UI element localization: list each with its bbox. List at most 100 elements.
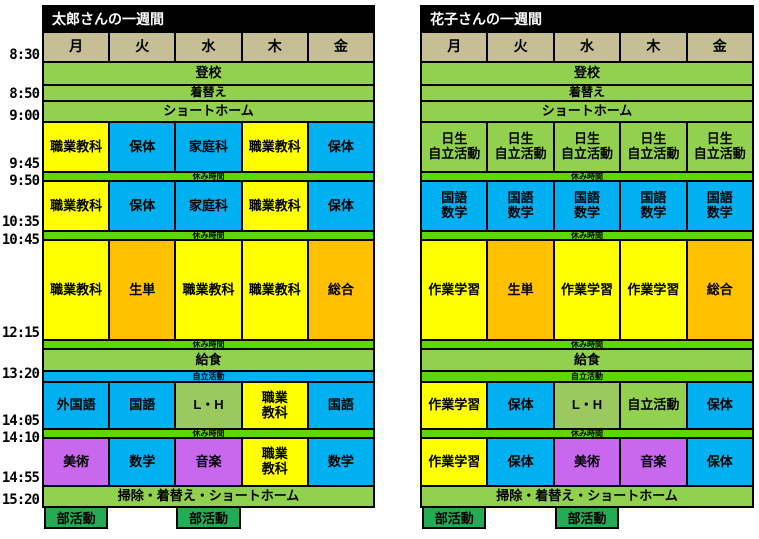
period-cell: 美術 bbox=[554, 439, 620, 485]
period-cell: 保体 bbox=[488, 439, 553, 485]
day-header-fri: 金 bbox=[687, 33, 752, 61]
club-activity-row: 部活動 部活動 bbox=[42, 508, 375, 529]
break-row: 休み時間 bbox=[44, 232, 373, 239]
day-header-mon: 月 bbox=[422, 33, 487, 61]
self-activity-row: 自立活動 bbox=[44, 372, 373, 381]
time-label: 10:35 bbox=[1, 214, 40, 230]
period-cell: 日生 自立活動 bbox=[422, 123, 487, 171]
break-row: 休み時間 bbox=[422, 232, 752, 239]
club-empty-cell bbox=[243, 508, 307, 529]
time-label: 8:50 bbox=[9, 86, 40, 102]
break-row: 休み時間 bbox=[422, 173, 752, 180]
period-5-row: 美術 数学 音楽 職業 教科 数学 bbox=[44, 439, 373, 485]
period-cell: 保体 bbox=[110, 123, 175, 171]
period-cell: 家庭科 bbox=[176, 182, 241, 230]
break-row: 休み時間 bbox=[422, 341, 752, 348]
schedule-box: 花子さんの一週間 月 火 水 木 金 登校 着替え ショートホーム 日生 自立活… bbox=[420, 5, 754, 508]
period-cell: 国語 bbox=[110, 383, 175, 428]
lunch-row: 給食 bbox=[44, 350, 373, 370]
period-cell: 職業教科 bbox=[242, 123, 307, 171]
day-header-thu: 木 bbox=[242, 33, 307, 61]
period-cell: 保体 bbox=[687, 439, 752, 485]
period-cell: 保体 bbox=[488, 383, 553, 428]
period-cell: 職業教科 bbox=[242, 182, 307, 230]
period-cell: 日生 自立活動 bbox=[687, 123, 752, 171]
period-cell: 家庭科 bbox=[176, 123, 241, 171]
cleanup-row: 掃除・着替え・ショートホーム bbox=[422, 487, 752, 506]
self-activity-row: 自立活動 bbox=[422, 372, 752, 381]
changing-row: 着替え bbox=[422, 86, 752, 100]
day-header-tue: 火 bbox=[110, 33, 175, 61]
period-cell: 職業 教科 bbox=[242, 383, 307, 428]
period-cell: 保体 bbox=[687, 383, 752, 428]
short-home-row: ショートホーム bbox=[422, 102, 752, 121]
period-5-row: 作業学習 保体 美術 音楽 保体 bbox=[422, 439, 752, 485]
period-cell: 作業学習 bbox=[621, 241, 686, 339]
club-empty-cell bbox=[488, 508, 552, 529]
time-label: 13:20 bbox=[1, 366, 40, 382]
period-cell: 国語 数学 bbox=[422, 182, 487, 230]
time-label: 14:05 bbox=[1, 413, 40, 429]
period-cell: 職業教科 bbox=[44, 241, 109, 339]
day-header-tue: 火 bbox=[488, 33, 553, 61]
period-cell: L・H bbox=[176, 383, 241, 428]
cleanup-row: 掃除・着替え・ショートホーム bbox=[44, 487, 373, 506]
period-cell: 作業学習 bbox=[422, 383, 487, 428]
club-activity-cell-mon: 部活動 bbox=[422, 508, 487, 529]
period-cell: 保体 bbox=[308, 123, 373, 171]
time-label: 14:10 bbox=[1, 430, 40, 446]
time-label: 15:20 bbox=[1, 492, 40, 508]
period-cell: 総合 bbox=[308, 241, 373, 339]
period-cell: 国語 数学 bbox=[687, 182, 752, 230]
period-cell: 数学 bbox=[308, 439, 373, 485]
time-label: 9:45 bbox=[9, 156, 40, 172]
period-cell: L・H bbox=[554, 383, 620, 428]
period-2-row: 国語 数学 国語 数学 国語 数学 国語 数学 国語 数学 bbox=[422, 182, 752, 230]
club-activity-cell-wed: 部活動 bbox=[554, 508, 620, 529]
period-3-row: 職業教科 生単 職業教科 職業教科 総合 bbox=[44, 241, 373, 339]
period-4-row: 外国語 国語 L・H 職業 教科 国語 bbox=[44, 383, 373, 428]
period-cell: 音楽 bbox=[621, 439, 686, 485]
period-2-row: 職業教科 保体 家庭科 職業教科 保体 bbox=[44, 182, 373, 230]
period-cell: 国語 bbox=[308, 383, 373, 428]
arrival-row: 登校 bbox=[44, 63, 373, 84]
schedule-table-hanako: 花子さんの一週間 月 火 水 木 金 登校 着替え ショートホーム 日生 自立活… bbox=[420, 5, 754, 529]
club-empty-cell bbox=[688, 508, 752, 529]
period-cell: 国語 数学 bbox=[554, 182, 620, 230]
day-header-row: 月 火 水 木 金 bbox=[422, 33, 752, 61]
period-cell: 職業教科 bbox=[44, 123, 109, 171]
schedule-table-taro: 太郎さんの一週間 月 火 水 木 金 登校 着替え ショートホーム 職業教科 保… bbox=[42, 5, 375, 529]
club-activity-row: 部活動 部活動 bbox=[420, 508, 754, 529]
period-cell: 作業学習 bbox=[422, 241, 487, 339]
period-cell: 日生 自立活動 bbox=[488, 123, 553, 171]
changing-row: 着替え bbox=[44, 86, 373, 100]
time-label: 9:50 bbox=[9, 173, 40, 189]
day-header-fri: 金 bbox=[308, 33, 373, 61]
arrival-row: 登校 bbox=[422, 63, 752, 84]
break-row: 休み時間 bbox=[44, 173, 373, 180]
time-label: 12:15 bbox=[1, 325, 40, 341]
period-cell: 日生 自立活動 bbox=[621, 123, 686, 171]
time-label: 14:55 bbox=[1, 470, 40, 486]
period-cell: 保体 bbox=[308, 182, 373, 230]
day-header-mon: 月 bbox=[44, 33, 109, 61]
club-activity-cell-wed: 部活動 bbox=[176, 508, 241, 529]
table-title: 花子さんの一週間 bbox=[422, 7, 752, 31]
period-cell: 数学 bbox=[110, 439, 175, 485]
period-cell: 職業教科 bbox=[44, 182, 109, 230]
day-header-wed: 水 bbox=[176, 33, 241, 61]
period-cell: 生単 bbox=[488, 241, 553, 339]
time-label: 8:30 bbox=[9, 47, 40, 63]
club-empty-cell bbox=[110, 508, 174, 529]
period-cell: 美術 bbox=[44, 439, 109, 485]
time-label: 9:00 bbox=[9, 108, 40, 124]
break-row: 休み時間 bbox=[44, 430, 373, 437]
period-cell: 職業教科 bbox=[242, 241, 307, 339]
club-activity-cell-mon: 部活動 bbox=[44, 508, 109, 529]
period-cell: 総合 bbox=[687, 241, 752, 339]
lunch-row: 給食 bbox=[422, 350, 752, 370]
period-cell: 外国語 bbox=[44, 383, 109, 428]
club-empty-cell bbox=[621, 508, 685, 529]
time-label: 10:45 bbox=[1, 232, 40, 248]
